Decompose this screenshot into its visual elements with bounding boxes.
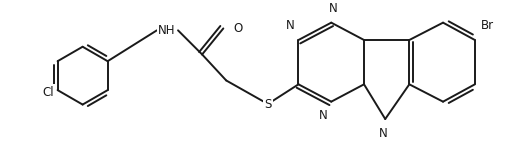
Text: N: N (318, 109, 327, 122)
Text: N: N (379, 127, 388, 140)
Text: O: O (233, 22, 242, 35)
Text: Br: Br (481, 19, 494, 32)
Text: S: S (264, 98, 271, 111)
Text: N: N (329, 2, 338, 15)
Text: N: N (286, 19, 295, 32)
Text: Cl: Cl (42, 86, 54, 99)
Text: NH: NH (158, 24, 175, 37)
